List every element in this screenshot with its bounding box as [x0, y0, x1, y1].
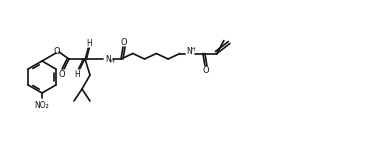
- Text: H: H: [191, 47, 195, 52]
- Text: NO₂: NO₂: [35, 101, 49, 111]
- Text: H: H: [110, 59, 115, 63]
- Text: H: H: [86, 38, 92, 47]
- Text: O: O: [203, 66, 209, 75]
- Text: N: N: [186, 47, 192, 56]
- Text: O: O: [59, 69, 65, 79]
- Text: N: N: [105, 55, 111, 63]
- Text: O: O: [121, 38, 127, 47]
- Text: H: H: [74, 69, 80, 79]
- Text: O: O: [54, 47, 60, 55]
